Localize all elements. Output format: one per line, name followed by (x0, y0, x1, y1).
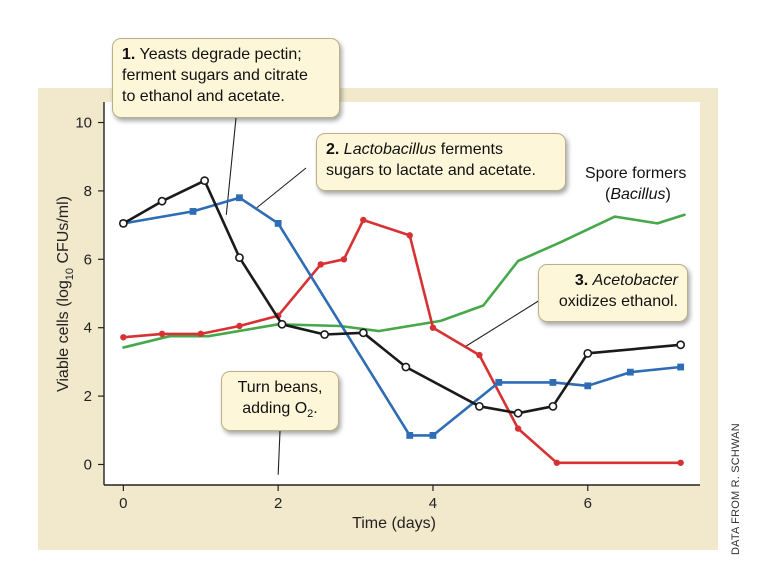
x-tick-label: 6 (584, 495, 592, 512)
y-tick-label: 4 (84, 320, 92, 337)
y-axis-title: Viable cells (log10 CFUs/ml) (55, 196, 76, 392)
annotation-acetobacter-line2: oxidizes ethanol. (558, 293, 678, 310)
label-spore-formers-line1: Spore formers (585, 165, 687, 182)
data-point-lactobacillus (677, 363, 685, 371)
data-point-lactobacillus (549, 379, 557, 386)
data-point-acetobacter (317, 261, 324, 268)
annotation-leader-line (256, 167, 307, 209)
annotation-turn-beans-subscript: 2 (307, 408, 314, 421)
annotation-yeasts-text1: Yeasts degrade pectin; (139, 46, 302, 63)
data-point-yeasts (358, 328, 368, 338)
data-point-acetobacter (158, 330, 166, 338)
data-point-acetobacter (429, 324, 437, 331)
annotation-lactobacillus-line1: 2. Lactobacillus ferments (326, 139, 556, 160)
y-tick-label: 0 (84, 456, 92, 473)
annotation-lactobacillus-line2: sugars to lactate and acetate. (326, 162, 536, 179)
data-point-lactobacillus (236, 194, 243, 202)
x-tick-label: 0 (119, 495, 127, 512)
data-point-acetobacter (360, 216, 367, 224)
annotation-acetobacter-italic: Acetobacter (592, 272, 678, 289)
annotation-lactobacillus-italic: Lactobacillus (343, 141, 437, 158)
data-point-yeasts (200, 176, 210, 186)
y-tick-label: 8 (84, 183, 92, 200)
data-point-lactobacillus (429, 432, 437, 439)
data-point-yeasts (157, 196, 167, 206)
annotation-leader-line (277, 430, 281, 475)
y-tick-label: 2 (84, 388, 92, 405)
annotation-yeasts-line1: 1. Yeasts degrade pectin; (122, 44, 330, 65)
data-point-lactobacillus (626, 368, 634, 376)
series-layer (118, 176, 686, 466)
series-spore-formers (122, 213, 686, 349)
data-point-yeasts (548, 401, 558, 411)
annotation-yeasts: 1. Yeasts degrade pectin; ferment sugars… (112, 38, 340, 118)
series-acetobacter (120, 216, 684, 466)
data-credit: DATA FROM R. SCHWAN (730, 423, 742, 555)
x-tick-label: 4 (429, 495, 437, 512)
y-axis-title-subscript: 10 (64, 268, 76, 280)
annotation-yeasts-line2: ferment sugars and citrate (122, 67, 308, 84)
annotation-acetobacter-line1: 3. Acetobacter (548, 270, 678, 291)
annotation-leader-line (465, 299, 541, 347)
label-spore-formers: Spore formers (Bacillus) (585, 163, 711, 205)
data-point-acetobacter (406, 232, 413, 239)
data-point-acetobacter (340, 256, 348, 263)
data-point-lactobacillus (495, 379, 503, 386)
label-spore-formers-open: ( (605, 186, 611, 203)
annotation-lactobacillus-text1: ferments (436, 141, 503, 158)
data-point-acetobacter (236, 322, 243, 330)
data-point-yeasts (235, 253, 244, 262)
data-point-lactobacillus (189, 208, 197, 215)
x-axis-title: Time (days) (352, 515, 436, 532)
data-point-acetobacter (677, 459, 684, 466)
annotation-yeasts-line3: to ethanol and acetate. (122, 88, 285, 105)
data-point-lactobacillus (274, 219, 282, 227)
annotation-turn-beans-text: adding O (242, 400, 308, 417)
annotation-turn-beans-line1: Turn beans, (237, 379, 323, 396)
annotation-acetobacter: 3. Acetobacter oxidizes ethanol. (538, 264, 688, 322)
series-line-acetobacter (122, 218, 682, 465)
data-point-yeasts (513, 408, 523, 418)
y-axis-title-main: Viable cells (log (55, 280, 72, 392)
data-point-acetobacter (120, 334, 127, 341)
series-line-spore-formers (122, 213, 686, 349)
data-point-yeasts (118, 218, 128, 228)
data-point-acetobacter (197, 330, 204, 338)
data-point-lactobacillus (406, 432, 414, 439)
annotation-turn-beans-line2: adding O2. (231, 398, 329, 425)
label-spore-formers-italic: Bacillus (610, 186, 666, 203)
data-point-yeasts (475, 401, 484, 411)
annotation-lactobacillus: 2. Lactobacillus ferments sugars to lact… (316, 133, 566, 191)
annotation-lactobacillus-number: 2. (326, 141, 340, 158)
data-point-yeasts (676, 340, 686, 350)
annotation-turn-beans: Turn beans, adding O2. (221, 371, 339, 431)
axes-layer (103, 102, 700, 486)
annotation-leader-line (225, 117, 237, 215)
y-axis-title-unit: CFUs/ml) (55, 196, 72, 268)
data-point-yeasts (583, 348, 593, 358)
tick-layer: 0 2 4 6 0 2 4 6 8 10 (75, 115, 592, 512)
data-point-yeasts (277, 319, 287, 329)
series-yeasts (118, 176, 686, 418)
y-tick-label: 6 (84, 251, 92, 268)
leader-lines (225, 117, 541, 475)
label-spore-formers-line2: (Bacillus) (585, 184, 711, 205)
data-point-yeasts (401, 362, 411, 372)
label-spore-formers-close: ) (665, 186, 671, 203)
data-point-acetobacter (476, 351, 483, 359)
y-tick-label: 10 (75, 115, 92, 132)
data-point-acetobacter (514, 425, 522, 432)
annotation-yeasts-number: 1. (122, 46, 136, 63)
data-point-yeasts (320, 330, 329, 339)
data-point-acetobacter (553, 459, 561, 466)
annotation-acetobacter-number: 3. (574, 272, 589, 289)
data-point-lactobacillus (584, 382, 592, 390)
x-tick-label: 2 (274, 495, 282, 512)
annotation-turn-beans-period: . (313, 400, 318, 417)
